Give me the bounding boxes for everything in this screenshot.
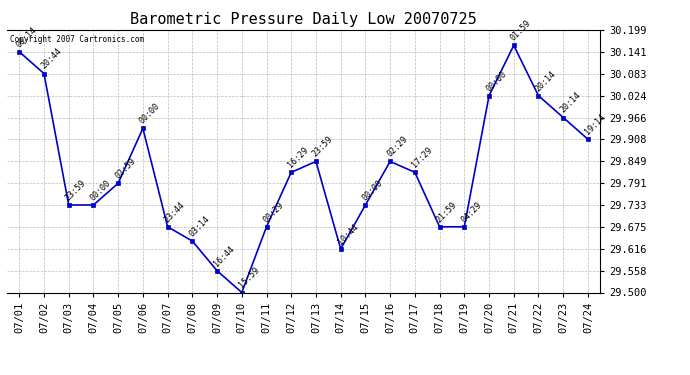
Text: 16:29: 16:29: [286, 146, 310, 170]
Text: 04:29: 04:29: [460, 200, 484, 224]
Text: 00:00: 00:00: [360, 178, 384, 202]
Text: 21:59: 21:59: [435, 200, 459, 224]
Text: 23:59: 23:59: [63, 178, 88, 202]
Text: Copyright 2007 Cartronics.com: Copyright 2007 Cartronics.com: [10, 35, 144, 44]
Text: 00:29: 00:29: [262, 200, 286, 224]
Text: 00:00: 00:00: [88, 178, 112, 202]
Text: 19:14: 19:14: [583, 112, 607, 136]
Text: 23:59: 23:59: [311, 135, 335, 159]
Text: 00:14: 00:14: [14, 25, 39, 49]
Text: 20:44: 20:44: [39, 47, 63, 71]
Text: 17:29: 17:29: [410, 146, 434, 170]
Text: 00:00: 00:00: [138, 102, 162, 126]
Text: 00:00: 00:00: [484, 69, 508, 93]
Text: 20:14: 20:14: [558, 91, 582, 115]
Text: 02:59: 02:59: [113, 156, 137, 180]
Text: 20:14: 20:14: [533, 69, 558, 93]
Title: Barometric Pressure Daily Low 20070725: Barometric Pressure Daily Low 20070725: [130, 12, 477, 27]
Text: 15:59: 15:59: [237, 266, 261, 290]
Text: 01:59: 01:59: [509, 19, 533, 43]
Text: 23:44: 23:44: [163, 200, 187, 224]
Text: 16:44: 16:44: [212, 244, 236, 268]
Text: 03:14: 03:14: [188, 214, 211, 238]
Text: 10:44: 10:44: [336, 222, 359, 246]
Text: 02:29: 02:29: [385, 135, 409, 159]
